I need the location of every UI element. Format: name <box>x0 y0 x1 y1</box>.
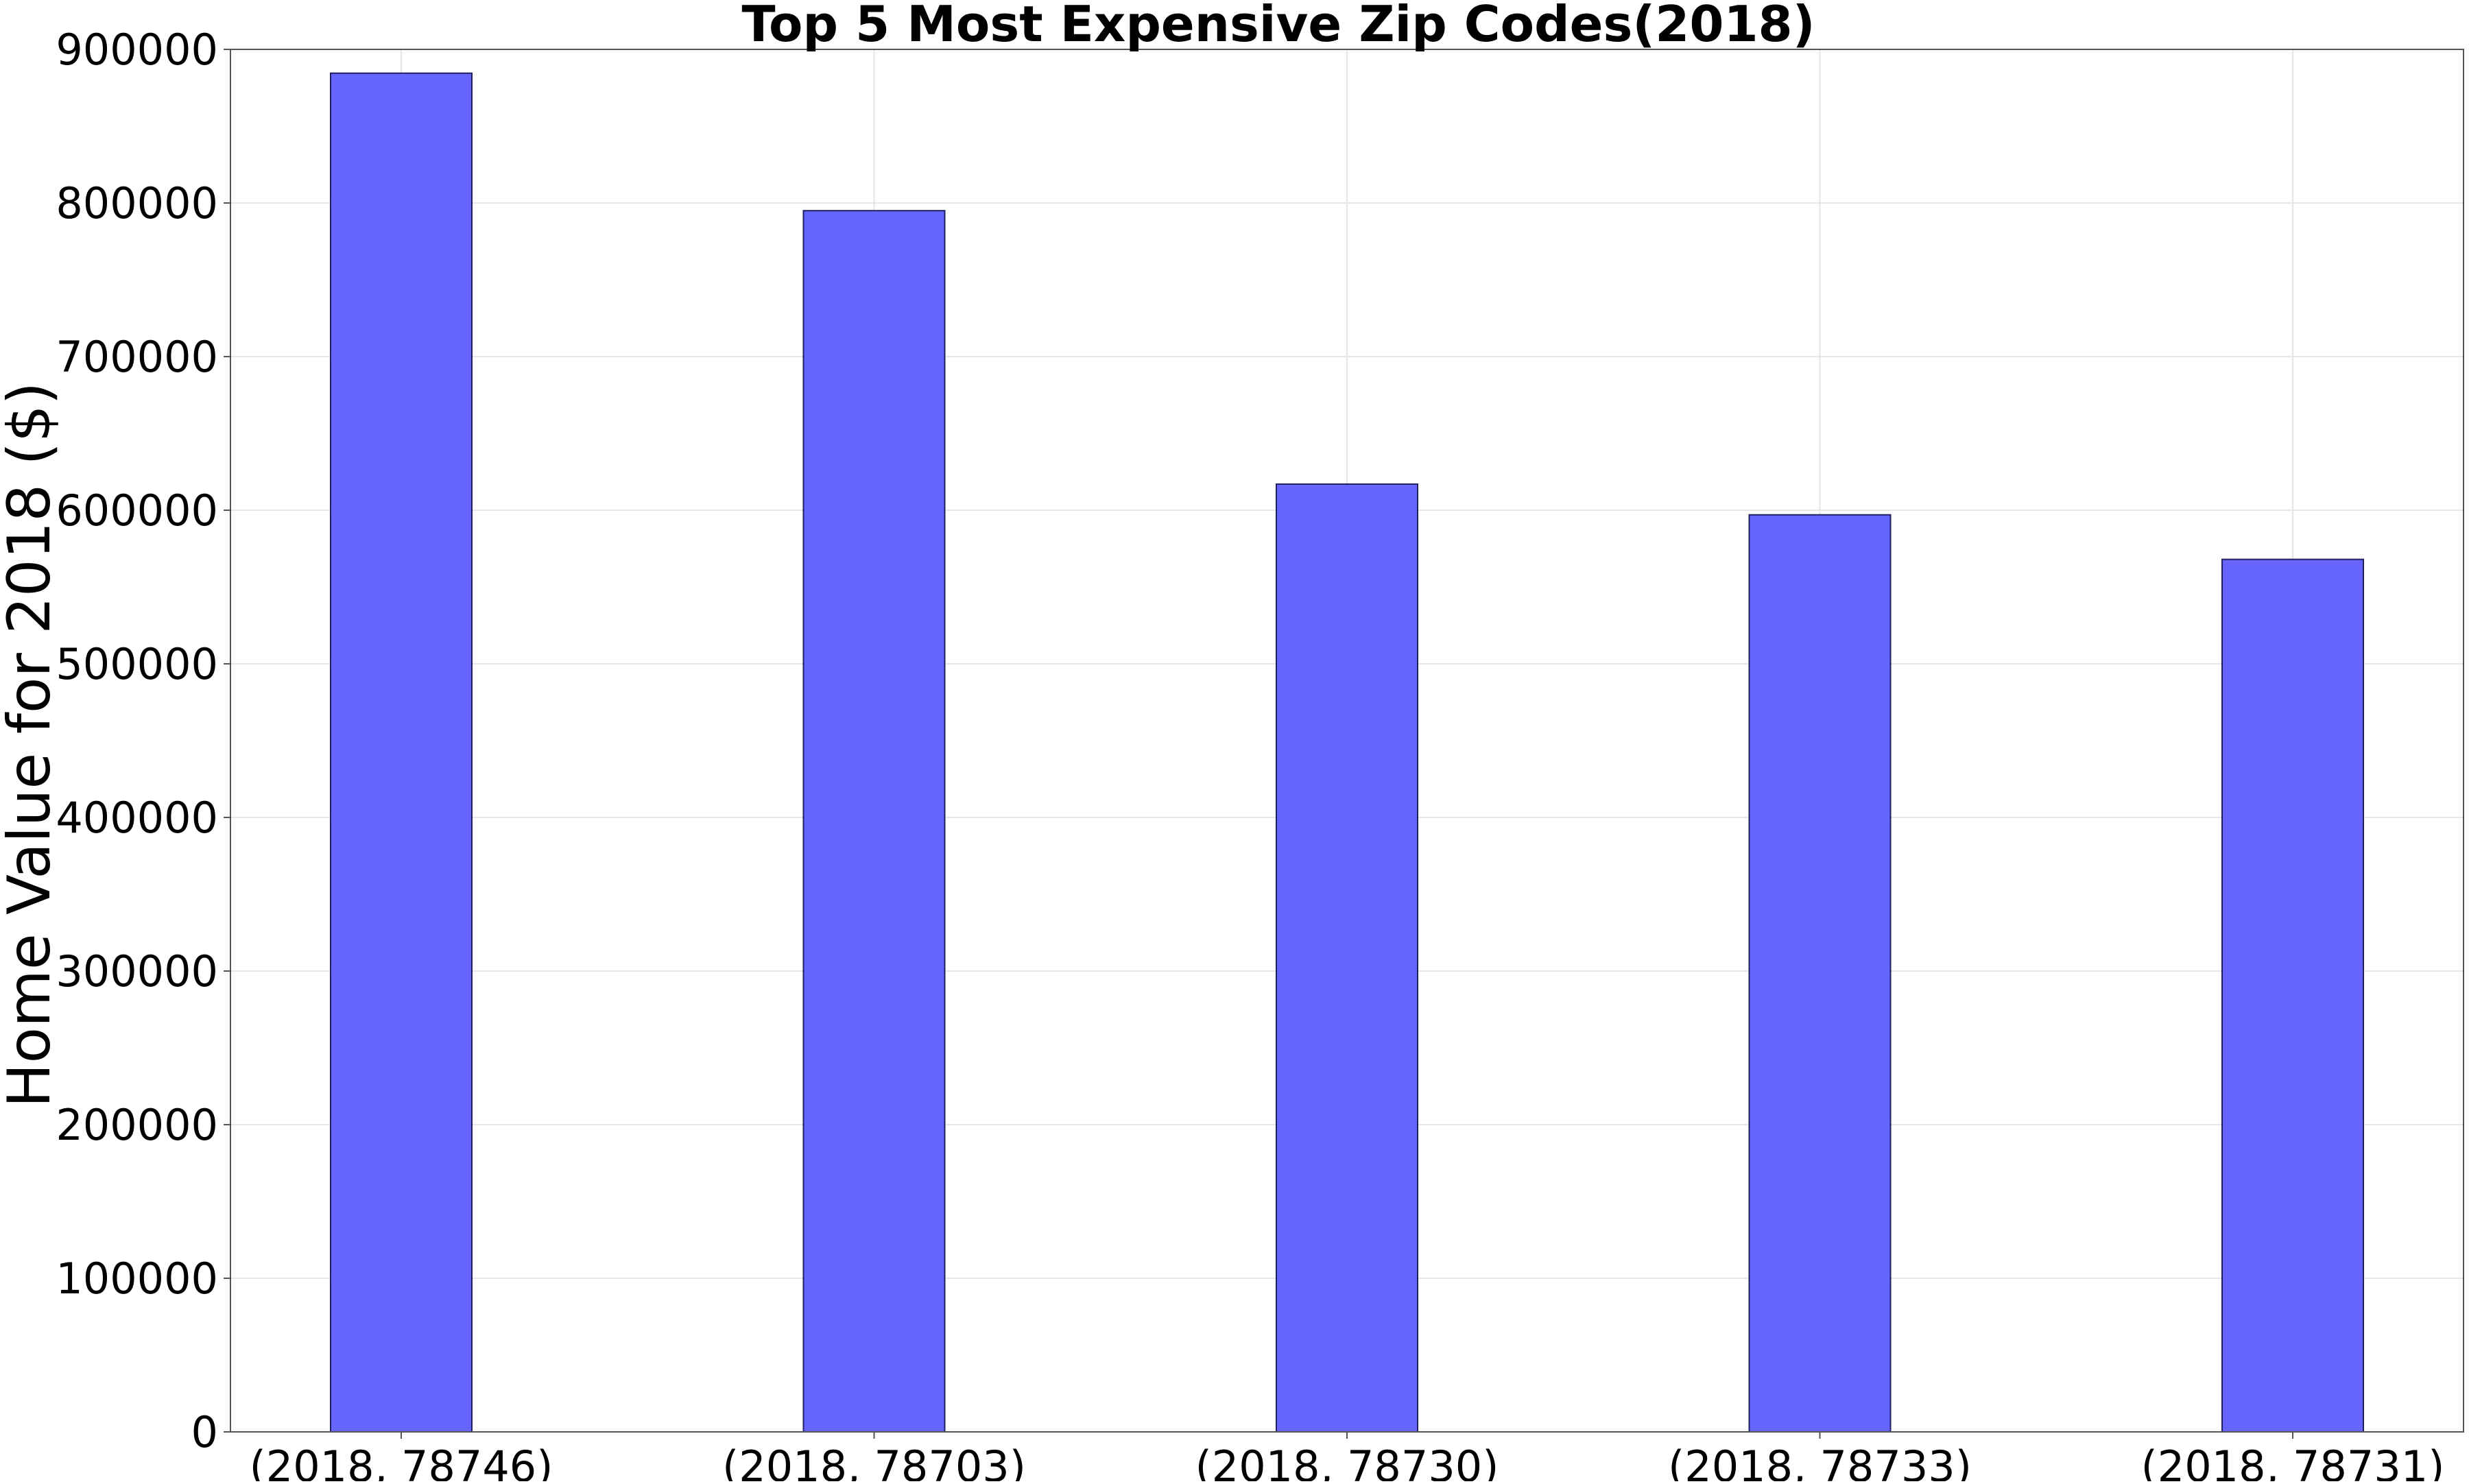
x-tick-label: (2018, 78731) <box>2141 1441 2445 1481</box>
x-tick-label: (2018, 78730) <box>1195 1441 1499 1481</box>
bar <box>330 72 473 1433</box>
x-axis-ticks: (2018, 78746) (2018, 78703) (2018, 78730) (… <box>250 1432 2445 1484</box>
y-tick-label: 500000 <box>56 639 218 689</box>
bar <box>1276 483 1418 1433</box>
bar <box>2221 558 2364 1433</box>
y-axis-label: Home Value for 2018 ($) <box>0 382 64 1108</box>
bar <box>1748 514 1892 1433</box>
y-axis-ticks: 0 100000 200000 300000 400000 500000 600000 700… <box>56 25 230 1457</box>
y-tick-label: 300000 <box>56 946 218 996</box>
bar <box>802 210 946 1433</box>
y-tick-label: 200000 <box>56 1100 218 1150</box>
y-tick-label: 600000 <box>56 486 218 536</box>
y-tick-label: 100000 <box>56 1254 218 1304</box>
y-tick-label: 0 <box>191 1407 218 1457</box>
x-tick-label: (2018, 78733) <box>1668 1441 1972 1481</box>
x-tick-label: (2018, 78746) <box>250 1441 553 1481</box>
x-tick-label: (2018, 78703) <box>722 1441 1026 1481</box>
y-tick-label: 400000 <box>56 793 218 843</box>
y-tick-label: 800000 <box>56 178 218 228</box>
chart-title: Top 5 Most Expensive Zip Codes(2018) <box>741 0 1815 53</box>
y-tick-label: 700000 <box>56 332 218 382</box>
y-tick-label: 900000 <box>56 25 218 75</box>
bars <box>330 72 2364 1433</box>
